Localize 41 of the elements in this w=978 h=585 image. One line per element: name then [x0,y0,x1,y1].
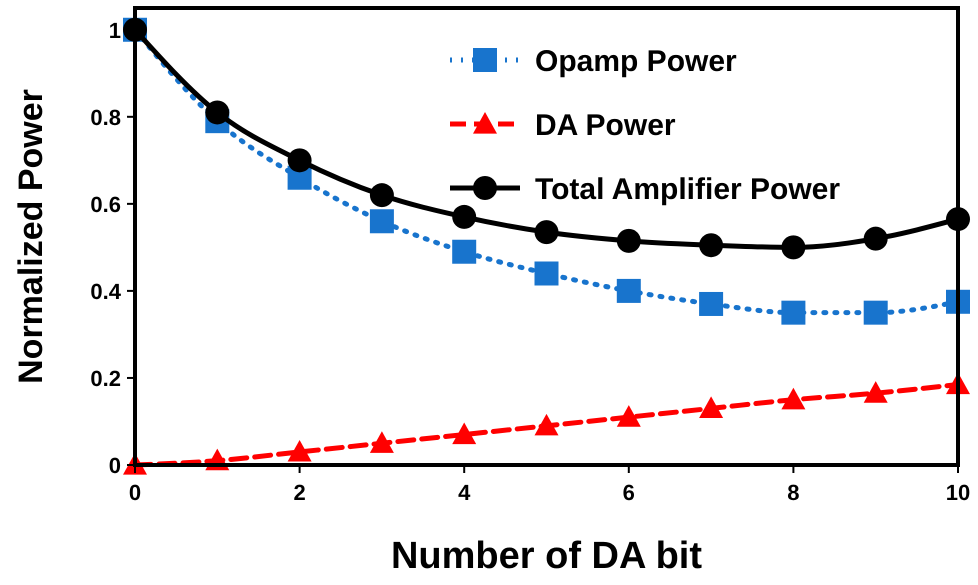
y-tick-label: 0.2 [90,366,121,391]
x-tick-label: 0 [128,480,142,505]
x-axis-title: Number of DA bit [390,535,702,577]
point [370,209,394,234]
point [534,414,558,436]
point [781,300,806,325]
legend-label: Total Amplifier Power [535,173,840,206]
point [616,278,641,303]
point [452,422,476,444]
x-tick-label: 2 [293,480,306,505]
legend-label: Opamp Power [535,45,738,78]
x-tick-label: 10 [946,480,970,505]
y-tick-label: 0.6 [90,192,121,217]
x-tick-label: 4 [458,480,472,505]
y-tick-label: 0.4 [90,278,122,304]
point [699,233,724,258]
point [864,300,888,325]
point [452,204,476,229]
point [205,100,230,124]
point [534,220,558,244]
point [781,235,806,260]
point [534,261,558,286]
point [864,226,888,251]
point [370,183,394,208]
y-tick-label: 0 [108,453,121,478]
point [781,388,806,410]
point [616,228,641,253]
point [452,240,476,264]
y-axis-title: Normalized Power [12,89,50,384]
y-tick-label: 0.8 [90,104,121,130]
x-tick-label: 6 [622,480,635,505]
point [370,431,394,453]
legend-label: DA Power [535,109,676,142]
point [288,440,312,462]
point [864,381,888,403]
point [616,405,641,427]
point [699,292,724,316]
point [699,396,724,418]
point [288,148,312,172]
x-tick-label: 8 [787,480,800,505]
y-tick-label: 1 [108,18,121,43]
